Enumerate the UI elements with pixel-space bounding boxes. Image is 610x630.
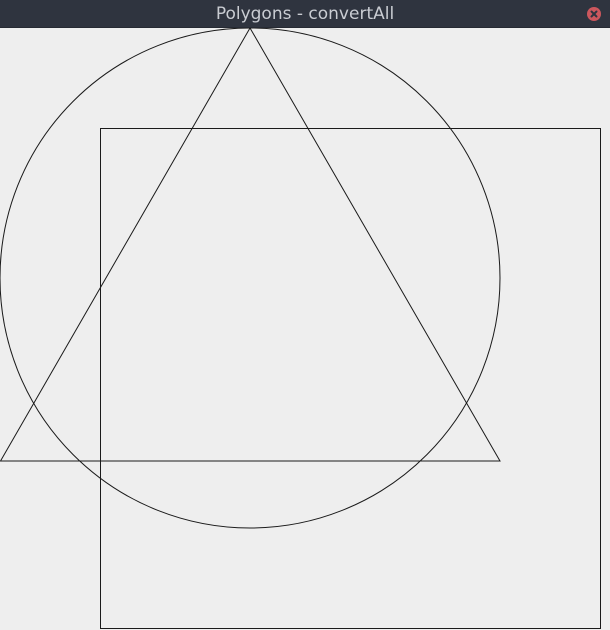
square-shape [100, 128, 601, 629]
window-title: Polygons - convertAll [215, 4, 395, 24]
triangle-shape [0, 28, 501, 462]
close-button[interactable] [587, 7, 601, 21]
close-icon [590, 10, 598, 18]
title-bar[interactable]: Polygons - convertAll [0, 0, 610, 28]
circle-shape [0, 28, 501, 529]
drawing-canvas [0, 28, 610, 630]
polygons-drawing [0, 28, 601, 629]
